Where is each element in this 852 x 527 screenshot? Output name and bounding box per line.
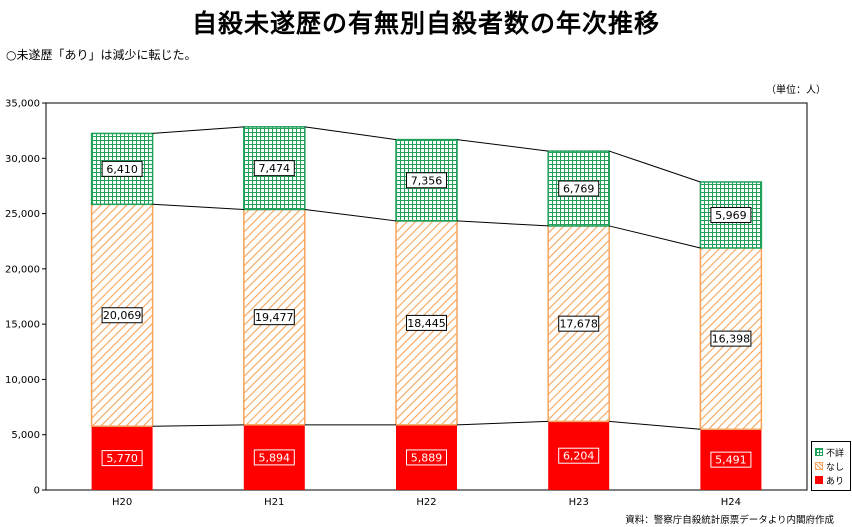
connector-line — [609, 420, 701, 430]
data-label-box — [253, 449, 295, 466]
connector-line — [456, 139, 549, 152]
connector-line — [456, 420, 549, 426]
data-label: 20,069 — [103, 309, 142, 322]
data-label-box — [710, 206, 752, 223]
data-label-box — [253, 309, 295, 326]
x-tick-label: H21 — [264, 497, 284, 508]
y-tick-label: 10,000 — [5, 375, 40, 386]
data-label: 19,477 — [255, 311, 294, 324]
legend-item-nashi: なし — [815, 459, 850, 473]
data-label: 5,889 — [411, 451, 443, 464]
x-tick-label: H20 — [112, 497, 132, 508]
y-tick-label: 15,000 — [5, 320, 40, 331]
connector-line — [152, 126, 244, 134]
y-tick-label: 30,000 — [5, 154, 40, 165]
chart-title: 自殺未遂歴の有無別自殺者数の年次推移 — [191, 9, 660, 38]
data-label: 5,969 — [715, 209, 747, 222]
data-label-box — [710, 451, 752, 468]
connector-line — [456, 220, 549, 227]
source-note: 資料：警察庁自殺統計原票データより内閣府作成 — [625, 515, 834, 526]
x-tick-label: H24 — [721, 497, 741, 508]
data-label-box — [101, 450, 143, 467]
plot-area: 0 5,000 10,000 15,000 20,000 25,000 30,000 35,0… — [5, 99, 808, 508]
connector-line — [152, 424, 244, 427]
y-tick-label: 20,000 — [5, 264, 40, 275]
legend: 不詳 なし あり — [811, 441, 851, 491]
x-tick-label: H23 — [569, 497, 589, 508]
data-label: 17,678 — [559, 318, 598, 331]
connector-line — [609, 225, 701, 249]
data-label: 7,474 — [259, 162, 291, 175]
data-label-box — [406, 449, 447, 466]
data-label-box — [406, 172, 447, 189]
y-tick-label: 25,000 — [5, 209, 40, 220]
data-label-box — [558, 315, 600, 332]
connector-line — [304, 208, 397, 222]
data-label: 16,398 — [712, 333, 751, 346]
data-label-box — [710, 330, 752, 347]
legend-item-ari: あり — [815, 473, 850, 487]
data-label-box — [253, 160, 295, 177]
data-label: 7,356 — [411, 174, 443, 187]
legend-label-ari: あり — [826, 476, 845, 487]
data-label-box — [406, 314, 447, 331]
unit-label: （単位：人） — [766, 85, 826, 96]
data-label-box — [101, 307, 143, 324]
legend-label-fusho: 不詳 — [826, 448, 845, 459]
data-label: 5,491 — [715, 454, 747, 467]
y-tick-label: 35,000 — [5, 99, 40, 110]
data-label: 6,410 — [106, 163, 138, 176]
data-label-box — [558, 447, 600, 464]
connector-line — [152, 203, 244, 210]
legend-item-fusho: 不詳 — [815, 445, 850, 459]
chart-subtitle: ○未遂歴「あり」は減少に転じた。 — [6, 48, 197, 62]
data-label-box — [558, 180, 600, 197]
data-label: 18,445 — [407, 317, 446, 330]
data-label: 6,204 — [563, 450, 595, 463]
legend-swatch-nashi — [815, 462, 823, 470]
y-tick-label: 0 — [34, 486, 40, 497]
legend-label-nashi: なし — [826, 462, 845, 473]
legend-swatch-ari — [815, 476, 823, 484]
data-label: 6,769 — [563, 183, 595, 196]
connector-line — [609, 150, 701, 183]
data-label-box — [101, 160, 143, 177]
data-label: 5,894 — [259, 451, 291, 464]
connector-line — [304, 126, 397, 141]
y-tick-label: 5,000 — [11, 430, 40, 441]
data-label: 5,770 — [106, 452, 138, 465]
legend-swatch-fusho — [815, 448, 823, 456]
x-tick-label: H22 — [416, 497, 436, 508]
